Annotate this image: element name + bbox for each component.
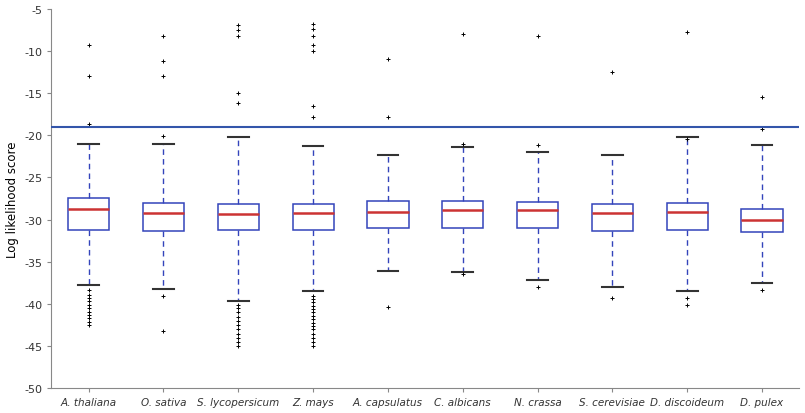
PathPatch shape <box>517 202 558 228</box>
Y-axis label: Log likelihood score: Log likelihood score <box>6 141 19 257</box>
PathPatch shape <box>592 204 633 231</box>
PathPatch shape <box>217 204 259 230</box>
PathPatch shape <box>442 202 483 228</box>
PathPatch shape <box>292 204 334 230</box>
PathPatch shape <box>667 203 708 230</box>
PathPatch shape <box>741 210 782 233</box>
PathPatch shape <box>143 203 184 231</box>
PathPatch shape <box>68 199 109 230</box>
PathPatch shape <box>367 202 408 228</box>
